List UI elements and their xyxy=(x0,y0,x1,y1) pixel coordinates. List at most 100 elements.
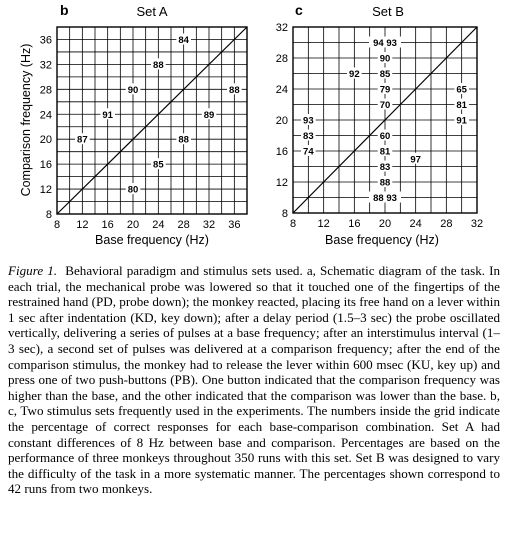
panel-c-data-point: 74 xyxy=(301,145,316,158)
panel-b-grid xyxy=(56,26,248,215)
panel-c-data-label-bg xyxy=(377,67,393,79)
panel-b-data-label: 90 xyxy=(128,85,139,96)
panel-c-y-tick-label: 28 xyxy=(276,53,288,65)
panel-c-letter: c xyxy=(295,2,303,18)
panel-b-title: Set A xyxy=(136,4,167,19)
panel-b-data-label: 88 xyxy=(178,135,189,146)
panel-c-data-point: 91 xyxy=(454,114,469,127)
panel-c-data-labels: 94 93 90 85 79 70 92 65 81 91 93 83 74 60 81 83 88 88 93… xyxy=(301,36,469,204)
panel-b-data-point: 89 xyxy=(201,108,217,121)
panel-b-data-labels: 84 88 90 88 89 91 88 87 85 80 xyxy=(75,33,242,196)
panel-b-y-tick-label: 20 xyxy=(40,134,52,146)
panel-c-y-tick-label: 24 xyxy=(276,84,288,96)
y-axis-title: Comparison frequency (Hz) xyxy=(19,44,33,197)
panel-b-data-point: 88 xyxy=(227,83,242,96)
panel-c-diagonal xyxy=(292,26,478,214)
panel-b-data-label-bg xyxy=(201,108,217,120)
panel-c-data-label-bg xyxy=(369,36,401,48)
panel-c-data-label-bg xyxy=(408,152,423,164)
figure-panels: b Set A 8 12 16 20 24 28 32 36 8 12 16 20 24 28 32 36 8… xyxy=(19,2,483,247)
panel-c-data-label-bg xyxy=(377,52,393,63)
panel-b-data-label: 89 xyxy=(204,110,215,121)
panel-b-x-axis-title: Base frequency (Hz) xyxy=(95,233,209,247)
panel-b-y-tick-label: 24 xyxy=(40,109,52,121)
panel-c-data-label-bg xyxy=(377,83,393,94)
panel-b-data-point: 90 xyxy=(125,83,141,96)
panel-c-x-tick-label: 28 xyxy=(440,218,452,230)
panel-b-data-point: 85 xyxy=(151,158,166,171)
panel-c-data-label: 83 xyxy=(380,162,391,173)
panel-b-x-tick-label: 24 xyxy=(152,219,164,231)
panel-b-data-point: 91 xyxy=(100,108,115,121)
panel-c-data-point: 94 93 xyxy=(369,36,401,49)
panel-c-data-label: 74 xyxy=(303,147,314,158)
panel-b-data-label-bg xyxy=(176,133,191,145)
panel-b-data-point: 87 xyxy=(75,133,90,146)
caption-label: Figure 1. xyxy=(8,263,58,278)
panel-b-data-label-bg xyxy=(125,183,141,195)
panel-c-data-point: 83 xyxy=(301,129,316,142)
panel-b-data-label: 85 xyxy=(153,160,164,171)
panel-c-data-point: 88 xyxy=(377,176,393,189)
panel-b-data-label-bg xyxy=(176,33,191,45)
panel-c-data-point: 90 xyxy=(377,52,393,65)
panel-c-data-label-bg xyxy=(377,129,393,141)
panel-c-data-label-bg xyxy=(454,114,469,125)
panel-b-x-tick-label: 36 xyxy=(228,219,240,231)
panel-c-data-point: 65 xyxy=(454,83,469,96)
panel-c-data-label: 90 xyxy=(380,54,391,65)
panel-c-y-tick-label: 20 xyxy=(276,115,288,127)
panel-c-data-label-bg xyxy=(301,114,316,125)
panel-c-data-label-bg xyxy=(377,176,393,187)
panel-b-data-point: 88 xyxy=(151,58,166,71)
panel-b-data-label-bg xyxy=(227,83,242,95)
panel-c-x-axis-title: Base frequency (Hz) xyxy=(325,233,439,247)
panel-b-y-tick-label: 12 xyxy=(40,184,52,196)
panel-c-x-tick-label: 24 xyxy=(410,218,422,230)
panel-b-x-tick-label: 32 xyxy=(203,219,215,231)
panel-b-x-tick-label: 20 xyxy=(127,219,139,231)
panel-c-data-label-bg xyxy=(377,160,393,172)
panel-b-data-label-bg xyxy=(151,158,166,170)
panel-b-data-label-bg xyxy=(151,58,166,70)
panel-c-data-label: 60 xyxy=(380,131,391,142)
panel-b-y-tick-label: 32 xyxy=(40,59,52,71)
panel-c-data-point: 79 xyxy=(377,83,393,96)
panel-c-x-tick-label: 12 xyxy=(318,218,330,230)
panel-c-tick-labels: 8 12 16 20 24 28 32 8 12 16 20 24 28 32 xyxy=(276,22,483,230)
panel-c-data-label-bg xyxy=(454,98,469,110)
panel-c-data-label: 93 xyxy=(303,116,314,127)
panel-b-tick-labels: 8 12 16 20 24 28 32 36 8 12 16 20 24 28 32 36 xyxy=(40,34,241,231)
panel-c-data-label: 92 xyxy=(349,69,360,80)
panel-b-y-tick-label: 28 xyxy=(40,84,52,96)
panel-b-y-tick-label: 16 xyxy=(40,159,52,171)
panel-c-data-label-bg xyxy=(369,191,401,203)
panel-b-data-point: 84 xyxy=(176,33,191,46)
panel-c-data-label: 94 93 xyxy=(373,38,397,49)
panel-b-x-tick-label: 8 xyxy=(54,219,60,231)
panel-b-data-label-bg xyxy=(75,133,90,145)
panel-b-x-tick-label: 16 xyxy=(102,219,114,231)
panel-b-diagonal xyxy=(56,26,248,215)
panel-b-y-tick-label: 8 xyxy=(46,209,52,221)
panel-c-y-tick-label: 12 xyxy=(276,177,288,189)
caption-text: Behavioral paradigm and stimulus sets us… xyxy=(8,263,501,497)
panel-c-data-label: 79 xyxy=(380,85,391,96)
panel-c-data-label: 88 93 xyxy=(373,193,397,204)
panel-b-y-tick-label: 36 xyxy=(40,34,52,46)
panel-c-data-label: 91 xyxy=(456,116,467,127)
panel-b-data-label: 80 xyxy=(128,185,139,196)
panel-c-data-point: 92 xyxy=(347,67,362,80)
panel-c-x-tick-label: 20 xyxy=(379,218,391,230)
panel-c-title: Set B xyxy=(372,4,404,19)
panel-b-data-label-bg xyxy=(125,83,141,95)
panel-b-data-label: 91 xyxy=(102,110,113,121)
panel-c-data-label-bg xyxy=(301,129,316,141)
panel-c-data-label: 97 xyxy=(410,154,421,165)
panel-c-data-point: 85 xyxy=(377,67,393,80)
panel-b-data-label: 87 xyxy=(77,135,88,146)
panel-c-x-tick-label: 8 xyxy=(290,218,296,230)
panel-b-letter: b xyxy=(60,2,69,18)
figure-caption: Figure 1. Behavioral paradigm and stimul… xyxy=(8,263,500,497)
panel-c-data-point: 83 xyxy=(377,160,393,173)
